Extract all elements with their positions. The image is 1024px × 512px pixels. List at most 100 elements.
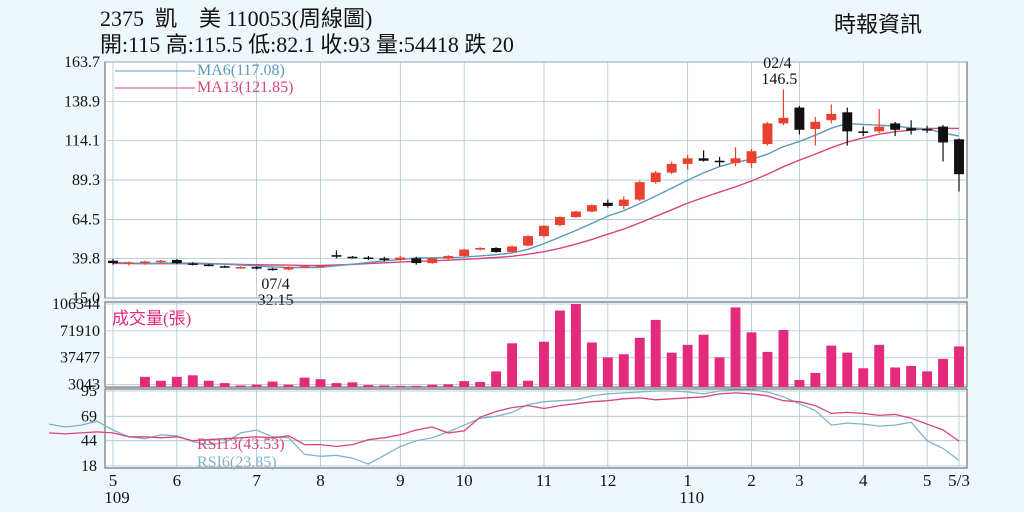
candle-body: [299, 266, 310, 268]
volume-bar: [507, 343, 518, 387]
price-tick-label: 89.3: [72, 172, 100, 189]
x-tick-label: 4: [859, 471, 868, 490]
candle-body: [730, 158, 741, 164]
candle-body: [826, 113, 837, 121]
x-tick-label: 5: [109, 471, 118, 490]
volume-bar: [363, 385, 374, 387]
volume-bar: [698, 334, 709, 387]
price-tick-label: 39.8: [72, 251, 100, 268]
volume-bar: [379, 385, 390, 387]
price-tick-label: 64.5: [72, 211, 100, 228]
x-tick-label: 5/3: [948, 471, 970, 490]
volume-bar: [251, 384, 262, 387]
candle-body: [251, 267, 262, 269]
candle-body: [778, 117, 789, 124]
volume-bar: [347, 382, 358, 387]
x-tick-label: 7: [252, 471, 261, 490]
candle-body: [666, 163, 677, 173]
volume-bar: [810, 372, 821, 387]
candle-body: [139, 261, 150, 264]
volume-bar: [491, 371, 502, 387]
price-tick-label: 163.7: [64, 54, 100, 71]
volume-bar: [171, 376, 182, 387]
volume-bar: [443, 384, 454, 387]
volume-bar: [570, 304, 581, 387]
volume-bar: [315, 379, 326, 387]
candle-body: [874, 126, 885, 132]
price-tick-label: 138.9: [64, 93, 100, 110]
candle-body: [427, 258, 438, 264]
price-tick-label: 15.0: [72, 290, 100, 307]
candle-body: [762, 123, 773, 145]
volume-bar: [586, 342, 597, 387]
rsi-tick-label: 44: [81, 433, 97, 450]
volume-bar: [922, 371, 933, 387]
volume-bar: [858, 368, 869, 387]
candle-body: [155, 260, 166, 263]
rsi-tick-label: 95: [81, 383, 97, 400]
candle-body: [890, 123, 901, 130]
ma13-legend: MA13(121.85): [197, 79, 293, 96]
volume-bar: [826, 345, 837, 387]
volume-bar: [794, 379, 805, 387]
candle-body: [810, 121, 821, 129]
volume-bar: [666, 352, 677, 387]
volume-bar: [954, 346, 964, 387]
volume-bar: [682, 344, 693, 387]
volume-bar: [842, 352, 853, 387]
low-value-annotation: 32.15: [258, 292, 294, 309]
volume-tick-label: 3043: [68, 377, 100, 394]
candle-body: [858, 131, 869, 133]
candle-body: [363, 257, 374, 260]
high-value-annotation: 146.5: [761, 71, 797, 88]
volume-bar: [890, 367, 901, 387]
candle-body: [539, 225, 549, 237]
candle-body: [746, 151, 757, 164]
candle-body: [586, 205, 597, 212]
candle-body: [938, 126, 949, 143]
volume-bar: [762, 351, 773, 387]
candle-body: [411, 258, 422, 264]
candle-body: [459, 249, 470, 256]
high-date-annotation: 02/4: [763, 55, 791, 72]
volume-bar: [730, 307, 741, 387]
chart-title: 2375 凱 美 110053(周線圖): [100, 6, 373, 31]
x-year-label: 110: [679, 488, 704, 507]
volume-bar: [459, 381, 470, 387]
candle-body: [331, 255, 342, 257]
volume-bar: [299, 377, 310, 387]
volume-bar: [475, 381, 486, 387]
candle-body: [554, 217, 565, 225]
candle-body: [714, 160, 725, 163]
rsi-tick-label: 18: [81, 458, 97, 475]
low-date-annotation: 07/4: [261, 276, 289, 293]
candle-body: [682, 158, 693, 164]
x-tick-label: 11: [536, 471, 552, 490]
panel-rsi: [104, 388, 968, 469]
candle-body: [347, 256, 358, 259]
candle-body: [475, 248, 486, 250]
panel-vol: [104, 301, 968, 388]
volume-bar: [235, 385, 246, 387]
candle-body: [602, 202, 613, 206]
rsi13-legend: RSI13(43.53): [197, 436, 285, 453]
volume-legend: 成交量(張): [112, 309, 191, 328]
candle-body: [954, 139, 964, 175]
candle-body: [650, 172, 661, 183]
volume-bar: [139, 376, 150, 387]
rsi-tick-label: 69: [81, 408, 97, 425]
candle-body: [203, 264, 214, 267]
ma6-legend: MA6(117.08): [197, 62, 285, 79]
ma6-line: [112, 122, 960, 269]
volume-bar: [331, 383, 342, 387]
volume-bar: [523, 380, 533, 387]
candle-body: [922, 128, 933, 131]
candle-body: [283, 267, 294, 270]
price-stats: 開:115 高:115.5 低:82.1 收:93 量:54418 跌 20: [100, 32, 514, 57]
candle-body: [507, 246, 518, 252]
volume-bar: [427, 384, 438, 387]
candle-body: [219, 266, 230, 268]
rsi6-line: [48, 389, 960, 465]
volume-bar: [906, 365, 917, 387]
x-tick-label: 3: [795, 471, 804, 490]
